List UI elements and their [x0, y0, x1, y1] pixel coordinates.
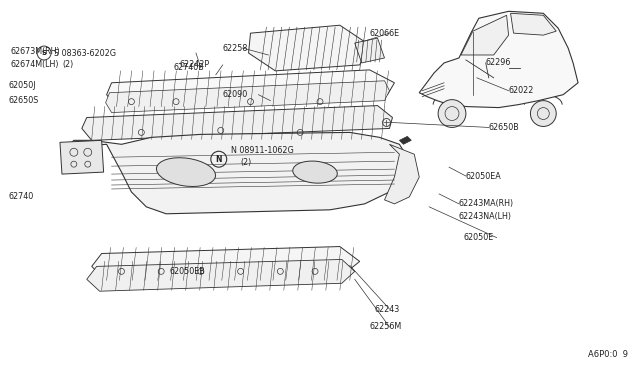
Text: 62090: 62090 [223, 90, 248, 99]
Text: 62296: 62296 [486, 58, 511, 67]
Polygon shape [248, 25, 370, 71]
Text: 62673M(RH): 62673M(RH) [10, 46, 60, 55]
Text: 62243: 62243 [374, 305, 400, 314]
Text: N 08911-1062G: N 08911-1062G [230, 146, 293, 155]
Circle shape [531, 101, 556, 126]
Text: 62258: 62258 [223, 44, 248, 52]
Polygon shape [385, 144, 419, 204]
Text: 62066E: 62066E [370, 29, 400, 38]
Text: 62650B: 62650B [489, 123, 520, 132]
Polygon shape [67, 132, 404, 214]
Text: 62242P: 62242P [179, 60, 209, 70]
Polygon shape [511, 13, 556, 35]
Text: 62674M(LH): 62674M(LH) [10, 60, 59, 70]
Text: 62740: 62740 [8, 192, 33, 201]
Ellipse shape [292, 161, 337, 183]
Text: 62650S: 62650S [8, 96, 38, 105]
Polygon shape [87, 259, 355, 291]
Polygon shape [92, 247, 360, 281]
Text: 62050EB: 62050EB [169, 267, 205, 276]
Polygon shape [82, 106, 392, 140]
Text: (2): (2) [241, 158, 252, 167]
Ellipse shape [156, 158, 216, 186]
Circle shape [438, 100, 466, 128]
Text: 62740B: 62740B [173, 63, 204, 73]
Text: N: N [216, 155, 222, 164]
Polygon shape [106, 81, 390, 113]
Text: A6P0:0  9: A6P0:0 9 [588, 350, 628, 359]
Polygon shape [107, 70, 394, 108]
Text: 62050J: 62050J [8, 81, 36, 90]
Polygon shape [399, 137, 412, 144]
Text: S: S [42, 50, 47, 56]
Text: 62050EA: 62050EA [466, 171, 502, 180]
Polygon shape [461, 15, 509, 55]
Text: 62050E: 62050E [464, 233, 494, 242]
Polygon shape [60, 140, 104, 174]
Text: 62022: 62022 [509, 86, 534, 95]
Polygon shape [419, 11, 578, 108]
Text: S 08363-6202G: S 08363-6202G [54, 48, 116, 58]
Polygon shape [355, 38, 385, 63]
Text: 62256M: 62256M [370, 323, 402, 331]
Text: (2): (2) [62, 60, 73, 70]
Text: 62243MA(RH): 62243MA(RH) [459, 199, 514, 208]
Text: 62243NA(LH): 62243NA(LH) [459, 212, 512, 221]
